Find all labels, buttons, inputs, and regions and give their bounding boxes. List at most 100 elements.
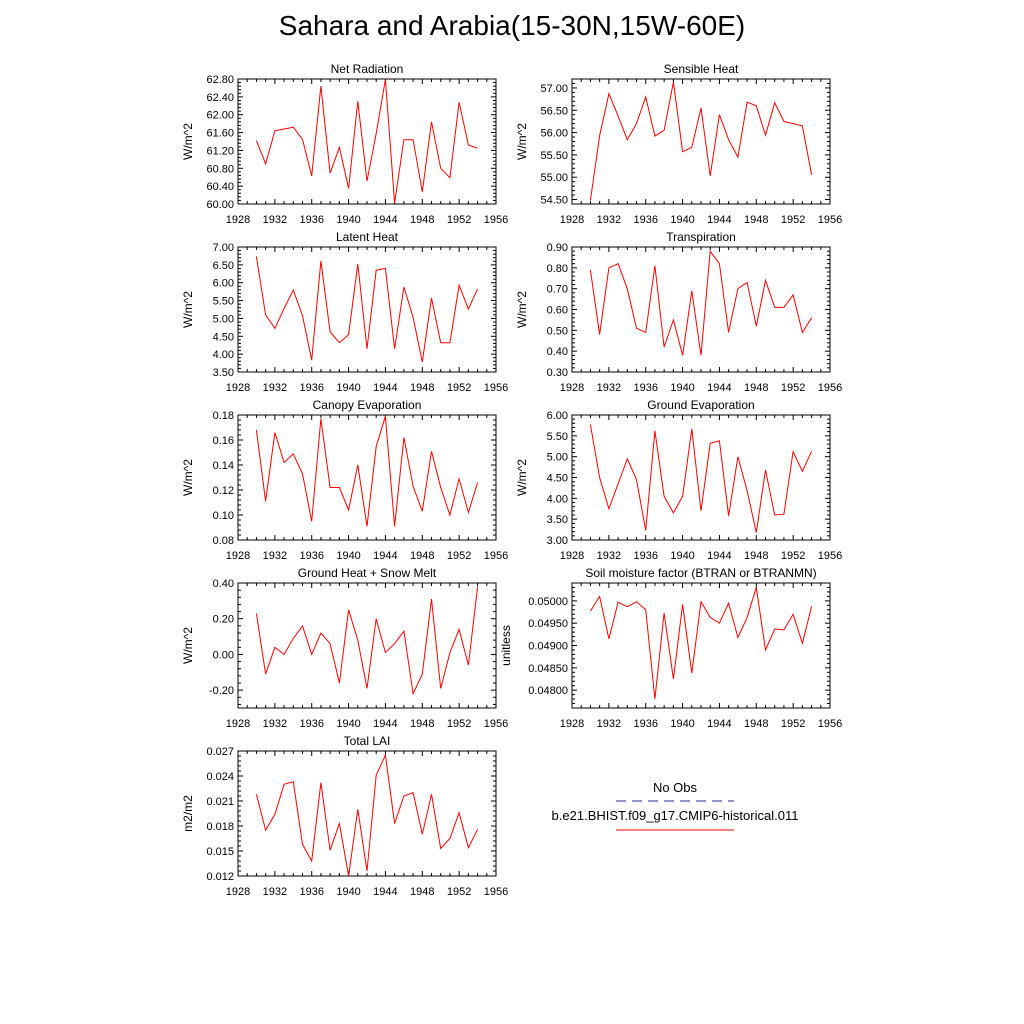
x-tick-label: 1928: [226, 550, 250, 562]
x-tick-label: 1956: [484, 718, 508, 730]
x-tick-label: 1936: [299, 718, 323, 730]
x-tick-label: 1944: [373, 382, 397, 394]
panel-title: Net Radiation: [331, 62, 404, 76]
panel-title: Soil moisture factor (BTRAN or BTRANMN): [585, 566, 816, 580]
y-tick-label: 5.50: [213, 296, 234, 308]
y-tick-label: 0.90: [547, 242, 568, 254]
y-tick-label: 54.50: [540, 195, 568, 207]
panel-title: Latent Heat: [336, 230, 399, 244]
x-tick-label: 1940: [670, 382, 694, 394]
y-tick-label: 0.08: [213, 535, 234, 547]
y-tick-label: 0.021: [206, 796, 234, 808]
panel-3: Latent Heat 1928 1932 1936 1940 1944 1948 1952 1…: [181, 230, 508, 394]
y-tick-label: 0.018: [206, 821, 234, 833]
x-tick-label: 1948: [744, 382, 768, 394]
y-axis-label: W/m^2: [515, 123, 529, 160]
legend: No Obs b.e21.BHIST.f09_g17.CMIP6-historic…: [552, 780, 798, 831]
x-tick-label: 1944: [373, 214, 397, 226]
x-tick-label: 1932: [597, 214, 621, 226]
x-tick-label: 1956: [818, 718, 842, 730]
x-tick-label: 1956: [818, 550, 842, 562]
x-tick-label: 1948: [410, 886, 434, 898]
x-tick-label: 1952: [781, 550, 805, 562]
series-line: [255, 416, 479, 527]
x-tick-label: 1928: [560, 382, 584, 394]
series-line: [255, 79, 478, 204]
x-tick-label: 1952: [447, 382, 471, 394]
y-tick-label: 61.20: [206, 145, 234, 157]
panel-title: Ground Evaporation: [647, 398, 754, 412]
plot-frame: [237, 414, 497, 541]
x-tick-label: 1932: [263, 718, 287, 730]
series-line: [255, 256, 479, 363]
x-tick-label: 1940: [336, 382, 360, 394]
panel-2: Sensible Heat 1928 1932 1936 1940 1944 1948 195…: [515, 62, 842, 226]
plot-frame: [237, 582, 497, 709]
x-tick-label: 1944: [373, 886, 397, 898]
x-tick-label: 1940: [670, 214, 694, 226]
y-tick-label: 0.12: [213, 485, 234, 497]
panel-9: Total LAI 1928 1932 1936 1940 1944 1948 1952 195…: [181, 734, 508, 898]
y-tick-label: 0.05000: [528, 596, 568, 608]
y-tick-label: 0.012: [206, 871, 234, 883]
y-tick-label: 62.80: [206, 74, 234, 86]
y-tick-label: 0.70: [547, 284, 568, 296]
y-axis-label: W/m^2: [181, 291, 195, 328]
x-tick-label: 1940: [336, 214, 360, 226]
x-tick-label: 1952: [781, 718, 805, 730]
y-tick-label: 0.18: [213, 410, 234, 422]
y-tick-label: 60.00: [206, 199, 234, 211]
y-tick-label: 5.00: [213, 313, 234, 325]
x-tick-label: 1936: [633, 382, 657, 394]
panel-8: Soil moisture factor (BTRAN or BTRANMN) 1…: [499, 566, 842, 730]
x-tick-label: 1944: [707, 718, 731, 730]
x-tick-label: 1928: [560, 550, 584, 562]
y-tick-label: 0.04850: [528, 663, 568, 675]
y-tick-label: 7.00: [213, 242, 234, 254]
x-tick-label: 1928: [560, 214, 584, 226]
y-tick-label: 0.027: [206, 746, 234, 758]
x-tick-label: 1940: [336, 718, 360, 730]
y-tick-label: -0.20: [209, 685, 234, 697]
y-tick-label: 0.04800: [528, 685, 568, 697]
x-tick-label: 1956: [484, 214, 508, 226]
y-tick-label: 60.80: [206, 163, 234, 175]
y-tick-label: 55.50: [540, 150, 568, 162]
y-tick-label: 57.00: [540, 83, 568, 95]
y-tick-label: 3.50: [213, 367, 234, 379]
x-tick-label: 1944: [373, 718, 397, 730]
x-tick-label: 1936: [633, 214, 657, 226]
y-tick-label: 3.00: [547, 535, 568, 547]
series-line: [589, 249, 813, 356]
series-line: [255, 753, 479, 877]
plot-frame: [237, 78, 497, 205]
x-tick-label: 1936: [299, 382, 323, 394]
x-tick-label: 1956: [484, 382, 508, 394]
series-line: [589, 587, 813, 700]
y-tick-label: 0.00: [213, 649, 234, 661]
x-tick-label: 1952: [447, 214, 471, 226]
y-axis-label: W/m^2: [181, 459, 195, 496]
y-axis-label: m2/m2: [181, 795, 195, 832]
y-tick-label: 3.50: [547, 514, 568, 526]
y-tick-label: 60.40: [206, 181, 234, 193]
y-tick-label: 6.50: [213, 260, 234, 272]
x-tick-label: 1940: [336, 886, 360, 898]
panel-1: Net Radiation 1928 1932 1936 1940 1944 1948 195…: [181, 62, 508, 226]
x-tick-label: 1928: [226, 886, 250, 898]
x-tick-label: 1940: [336, 550, 360, 562]
panel-title: Canopy Evaporation: [313, 398, 422, 412]
y-tick-label: 0.40: [547, 346, 568, 358]
panel-title: Transpiration: [666, 230, 736, 244]
x-tick-label: 1932: [263, 214, 287, 226]
panel-7: Ground Heat + Snow Melt 1928 1932 1936 1940 1…: [181, 566, 508, 730]
y-tick-label: 0.04950: [528, 618, 568, 630]
y-tick-label: 0.20: [213, 614, 234, 626]
x-tick-label: 1940: [670, 550, 694, 562]
x-tick-label: 1936: [299, 886, 323, 898]
y-tick-label: 6.00: [213, 278, 234, 290]
panel-4: Transpiration 1928 1932 1936 1940 1944 1948 195…: [515, 230, 842, 394]
x-tick-label: 1948: [410, 214, 434, 226]
panel-title: Total LAI: [344, 734, 391, 748]
y-tick-label: 0.30: [547, 367, 568, 379]
